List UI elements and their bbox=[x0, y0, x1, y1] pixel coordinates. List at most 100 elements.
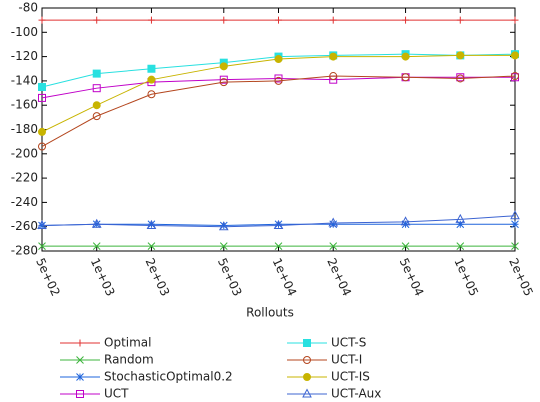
marker bbox=[38, 93, 46, 102]
marker bbox=[456, 16, 464, 24]
legend-label: UCT-Aux bbox=[331, 387, 381, 401]
marker bbox=[401, 73, 410, 82]
marker bbox=[147, 242, 156, 250]
marker bbox=[274, 220, 283, 229]
marker bbox=[456, 51, 465, 60]
marker bbox=[147, 75, 156, 84]
marker bbox=[401, 220, 410, 229]
marker bbox=[274, 242, 283, 250]
x-tick-label: 2e+05 bbox=[506, 256, 536, 298]
x-tick-label: 5e+02 bbox=[33, 256, 63, 298]
x-tick-label: 5e+03 bbox=[215, 256, 245, 298]
marker bbox=[511, 72, 519, 81]
series-line bbox=[41, 75, 516, 147]
y-tick-label: -140 bbox=[11, 73, 38, 87]
marker bbox=[274, 74, 283, 83]
marker bbox=[76, 356, 84, 364]
marker bbox=[38, 127, 46, 136]
marker bbox=[91, 218, 102, 228]
marker bbox=[456, 74, 465, 83]
marker bbox=[329, 220, 338, 229]
marker bbox=[328, 217, 339, 227]
series-line bbox=[41, 76, 515, 99]
marker bbox=[219, 242, 228, 250]
marker bbox=[274, 76, 283, 85]
marker bbox=[92, 242, 101, 250]
marker bbox=[76, 390, 84, 398]
y-tick-label: -100 bbox=[11, 25, 38, 39]
x-tick-label: 1e+04 bbox=[270, 256, 300, 298]
marker bbox=[92, 112, 101, 121]
marker bbox=[329, 72, 338, 81]
x-axis-label: Rollouts bbox=[246, 306, 294, 320]
marker bbox=[92, 69, 101, 78]
plot-frame bbox=[41, 7, 516, 252]
x-tick-label: 1e+05 bbox=[451, 256, 481, 298]
marker bbox=[38, 142, 46, 151]
marker bbox=[37, 219, 47, 229]
marker bbox=[147, 90, 156, 99]
y-tick-label: -260 bbox=[11, 219, 38, 233]
marker bbox=[455, 213, 466, 223]
marker bbox=[38, 242, 46, 250]
marker bbox=[511, 51, 519, 60]
x-tick-label: 1e+03 bbox=[88, 256, 118, 298]
marker bbox=[219, 221, 228, 230]
marker bbox=[147, 16, 155, 24]
marker bbox=[218, 221, 229, 231]
x-tick-label: 2e+03 bbox=[143, 256, 173, 298]
marker bbox=[146, 219, 157, 229]
marker bbox=[303, 356, 311, 364]
marker bbox=[76, 373, 84, 381]
marker bbox=[92, 101, 101, 110]
legend-label: Random bbox=[104, 353, 154, 367]
legend-label: UCT bbox=[104, 387, 129, 401]
marker bbox=[92, 84, 101, 93]
legend-label: UCT-S bbox=[331, 336, 366, 350]
marker bbox=[329, 242, 338, 250]
marker bbox=[456, 220, 465, 229]
marker bbox=[93, 16, 101, 24]
marker bbox=[400, 216, 411, 226]
y-tick-label: -200 bbox=[11, 146, 38, 160]
marker bbox=[329, 16, 337, 24]
marker bbox=[38, 16, 46, 24]
marker bbox=[147, 64, 156, 73]
legend-label: UCT-IS bbox=[331, 370, 370, 384]
y-tick-label: -220 bbox=[11, 171, 38, 185]
marker bbox=[147, 220, 156, 229]
y-tick-label: -180 bbox=[11, 122, 38, 136]
marker bbox=[402, 16, 410, 24]
marker bbox=[511, 242, 519, 250]
marker bbox=[329, 52, 338, 61]
y-tick-label: -80 bbox=[18, 1, 38, 15]
marker bbox=[511, 220, 519, 229]
legend-label: StochasticOptimal0.2 bbox=[104, 370, 233, 384]
marker bbox=[275, 16, 282, 24]
y-tick-label: -280 bbox=[11, 244, 38, 258]
series-line bbox=[41, 54, 515, 133]
marker bbox=[401, 242, 410, 250]
marker bbox=[303, 373, 311, 381]
marker bbox=[76, 339, 84, 347]
marker bbox=[303, 339, 311, 347]
series-line bbox=[41, 215, 516, 228]
y-tick-label: -120 bbox=[11, 49, 38, 63]
marker bbox=[456, 242, 465, 250]
marker bbox=[401, 52, 410, 61]
marker bbox=[274, 55, 283, 64]
y-tick-label: -160 bbox=[11, 98, 38, 112]
x-tick-label: 2e+04 bbox=[324, 256, 354, 298]
marker bbox=[511, 16, 519, 24]
marker bbox=[510, 210, 520, 220]
marker bbox=[219, 62, 228, 71]
marker bbox=[219, 78, 228, 87]
legend-label: Optimal bbox=[104, 336, 151, 350]
marker bbox=[220, 16, 228, 24]
x-tick-label: 5e+04 bbox=[397, 256, 427, 298]
marker bbox=[302, 388, 312, 398]
y-tick-label: -240 bbox=[11, 195, 38, 209]
marker bbox=[219, 75, 228, 84]
marker bbox=[38, 82, 46, 91]
